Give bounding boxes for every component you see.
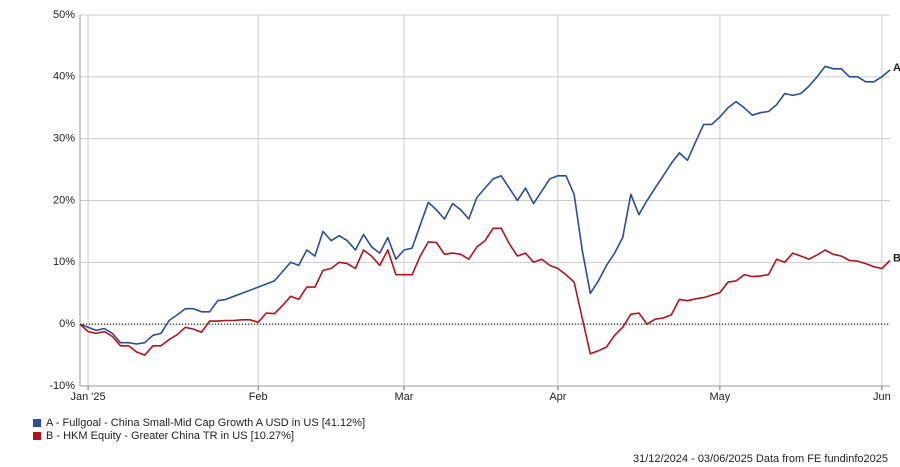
y-tick-label: 20%: [53, 194, 75, 206]
legend-label: B - HKM Equity - Greater China TR in US …: [46, 430, 294, 442]
x-tick-label: Feb: [249, 391, 268, 403]
x-tick-label: Mar: [395, 391, 414, 403]
legend-swatch: [33, 419, 41, 427]
legend-swatch: [33, 432, 41, 440]
y-tick-label: 10%: [53, 256, 75, 268]
y-tick-label: 40%: [53, 71, 75, 83]
y-tick-label: -10%: [49, 380, 75, 392]
y-tick-label: 30%: [53, 133, 75, 145]
end-label: B: [893, 252, 900, 264]
x-tick-label: Jan '25: [71, 391, 106, 403]
y-tick-label: 0%: [59, 318, 75, 330]
x-tick-label: May: [710, 391, 731, 403]
legend-label: A - Fullgoal - China Small-Mid Cap Growt…: [46, 417, 365, 429]
x-tick-label: Apr: [549, 391, 566, 403]
series-line: [79, 65, 891, 345]
x-tick-label: Jun: [873, 391, 891, 403]
series-line: [79, 227, 891, 356]
footer: 31/12/2024 - 03/06/2025 Data from FE fun…: [633, 453, 888, 465]
y-tick-label: 50%: [53, 9, 75, 21]
end-label: A: [893, 62, 900, 74]
